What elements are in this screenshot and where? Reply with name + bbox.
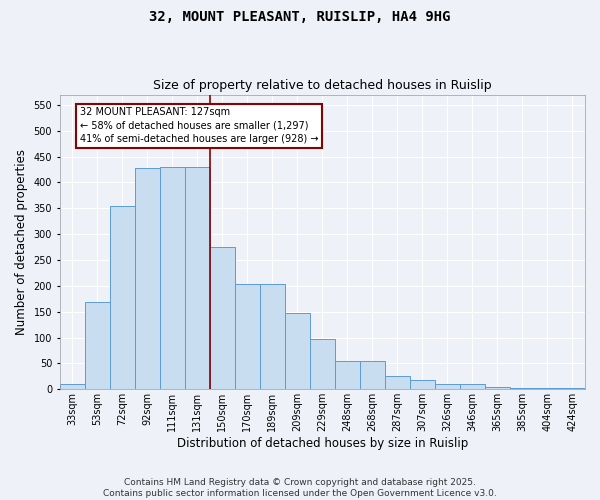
Bar — [110, 206, 135, 390]
Bar — [485, 386, 510, 390]
Bar — [435, 384, 460, 390]
Y-axis label: Number of detached properties: Number of detached properties — [15, 149, 28, 335]
Bar — [335, 361, 360, 390]
Bar — [210, 247, 235, 390]
Bar — [460, 384, 485, 390]
Bar — [310, 338, 335, 390]
Bar — [510, 388, 535, 390]
Bar — [60, 384, 85, 390]
Bar — [235, 284, 260, 390]
Bar — [285, 313, 310, 390]
Bar — [410, 380, 435, 390]
Text: Contains HM Land Registry data © Crown copyright and database right 2025.
Contai: Contains HM Land Registry data © Crown c… — [103, 478, 497, 498]
Bar — [560, 388, 585, 390]
Bar — [385, 376, 410, 390]
Text: 32 MOUNT PLEASANT: 127sqm
← 58% of detached houses are smaller (1,297)
41% of se: 32 MOUNT PLEASANT: 127sqm ← 58% of detac… — [80, 108, 319, 144]
Bar — [160, 167, 185, 390]
Bar — [185, 167, 210, 390]
Text: 32, MOUNT PLEASANT, RUISLIP, HA4 9HG: 32, MOUNT PLEASANT, RUISLIP, HA4 9HG — [149, 10, 451, 24]
Title: Size of property relative to detached houses in Ruislip: Size of property relative to detached ho… — [153, 79, 492, 92]
Bar — [260, 284, 285, 390]
X-axis label: Distribution of detached houses by size in Ruislip: Distribution of detached houses by size … — [177, 437, 468, 450]
Bar — [85, 302, 110, 390]
Bar — [360, 361, 385, 390]
Bar — [135, 168, 160, 390]
Bar — [535, 388, 560, 390]
